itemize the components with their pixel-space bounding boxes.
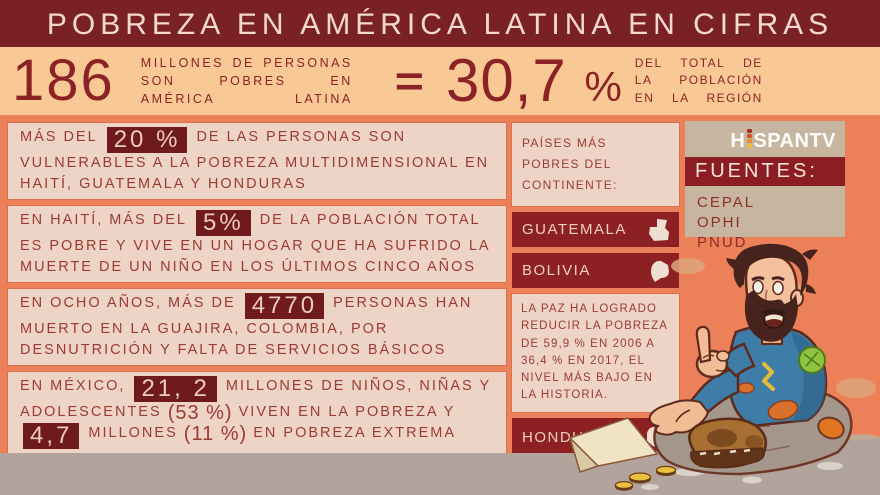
fact-segment: 4,7 xyxy=(23,423,80,449)
fact-segment: EN MÉXICO, xyxy=(20,378,126,394)
country-honduras: HONDURAS xyxy=(512,417,679,457)
fact-segment: 21, 2 xyxy=(134,376,217,402)
fact-segment: (11 %) xyxy=(183,423,248,445)
country-bolivia: BOLIVIA xyxy=(512,253,679,288)
headline-right-line: LA POBLACIÓN xyxy=(634,73,763,88)
fact-segment: MILLONES xyxy=(88,425,178,441)
fact-segment: MILLONES DE NIÑOS, NIÑAS Y ADOLESCENTES xyxy=(20,378,491,420)
logo-suffix: SPANTV xyxy=(753,130,836,152)
fact-segment: EN HAITÍ, MÁS DEL xyxy=(20,212,187,228)
hispantv-logo: H SPANTV xyxy=(685,121,845,157)
source-item: PNUD xyxy=(697,233,748,251)
fact-segment: 4770 xyxy=(244,293,325,319)
fact-segment: (53 %) xyxy=(167,402,233,424)
sources-heading: FUENTES: xyxy=(685,157,845,186)
face xyxy=(744,253,798,327)
logo-prefix: H xyxy=(730,130,746,152)
fact-segment: DE LAS PERSONAS SON VULNERABLES A LA POB… xyxy=(20,129,490,192)
beard xyxy=(744,290,798,342)
poorest-countries-panel: PAÍSES MÁS POBRES DEL CONTINENTE: GUATEM… xyxy=(512,123,679,478)
sources-panel: H SPANTV FUENTES: CEPAL OPHI PNUD xyxy=(685,121,845,251)
source-item: CEPAL xyxy=(697,194,756,211)
percent-sign: % xyxy=(584,63,623,110)
headline-band: 186 MILLONES DE PERSONAS SON POBRES EN A… xyxy=(0,47,880,115)
equals-sign: = xyxy=(394,57,424,105)
fact-segment: EN OCHO AÑOS, MÁS DE xyxy=(20,295,236,311)
fact-segment: 20 % xyxy=(106,127,188,153)
fact-segment: PERSONAS HAN MUERTO EN LA GUAJIRA, COLOM… xyxy=(20,295,473,358)
country-guatemala: GUATEMALA xyxy=(512,212,679,247)
knee-patch xyxy=(817,416,845,440)
fact-box-haiti: EN HAITÍ, MÁS DEL 5% DE LA POBLACIÓN TOT… xyxy=(8,206,506,282)
headline-right-text: DEL TOTAL DE LA POBLACIÓN EN LA REGIÓN xyxy=(635,55,763,107)
fact-box-mexico: EN MÉXICO, 21, 2 MILLONES DE NIÑOS, NIÑA… xyxy=(8,372,506,453)
sources-list: CEPAL OPHI PNUD xyxy=(685,186,845,259)
page-title: POBREZA EN AMÉRICA LATINA EN CIFRAS xyxy=(46,8,834,41)
headline-left-text: MILLONES DE PERSONAS SON POBRES EN AMÉRI… xyxy=(141,54,353,108)
fact-segment: DE LA POBLACIÓN TOTAL ES POBRE Y VIVE EN… xyxy=(20,212,490,275)
percent-value: 30,7 xyxy=(445,47,567,114)
headline-left-line: SON POBRES EN xyxy=(140,73,353,88)
shirt xyxy=(727,324,828,428)
fact-segment: 5% xyxy=(195,210,251,236)
fact-box-guajira: EN OCHO AÑOS, MÁS DE 4770 PERSONAS HAN M… xyxy=(8,289,506,365)
bolivia-map-icon xyxy=(651,260,669,282)
hispantv-i-dots-icon xyxy=(746,128,752,149)
fact-box-vulnerability: MÁS DEL 20 % DE LAS PERSONAS SON VULNERA… xyxy=(8,123,506,199)
headline-right-line: DEL TOTAL DE xyxy=(634,55,763,70)
headline-right-line: EN LA REGIÓN xyxy=(634,90,763,105)
facts-column: MÁS DEL 20 % DE LAS PERSONAS SON VULNERA… xyxy=(8,123,506,460)
big-number-186: 186 xyxy=(12,48,115,113)
ground xyxy=(0,453,880,495)
shoulder-patch xyxy=(798,346,826,374)
source-item: OPHI xyxy=(697,213,742,231)
fact-segment: VIVEN EN LA POBREZA Y xyxy=(238,404,456,420)
fact-segment: MÁS DEL xyxy=(20,129,98,145)
country-name: GUATEMALA xyxy=(522,221,627,238)
headline-left-line: MILLONES DE PERSONAS xyxy=(140,55,353,70)
country-name: BOLIVIA xyxy=(522,262,591,279)
honduras-map-icon xyxy=(647,426,669,447)
pointing-finger xyxy=(695,325,712,364)
guatemala-map-icon xyxy=(649,218,669,241)
percent-stat: 30,7 % xyxy=(446,51,623,111)
title-bar: POBREZA EN AMÉRICA LATINA EN CIFRAS xyxy=(0,0,880,47)
countries-heading: PAÍSES MÁS POBRES DEL CONTINENTE: xyxy=(512,123,679,206)
bolivia-note: LA PAZ HA LOGRADO REDUCIR LA POBREZA DE … xyxy=(512,294,679,412)
country-name: HONDURAS xyxy=(522,428,620,446)
headline-left-line: AMÉRICA LATINA xyxy=(140,92,353,107)
fact-segment: EN POBREZA EXTREMA xyxy=(253,425,457,441)
